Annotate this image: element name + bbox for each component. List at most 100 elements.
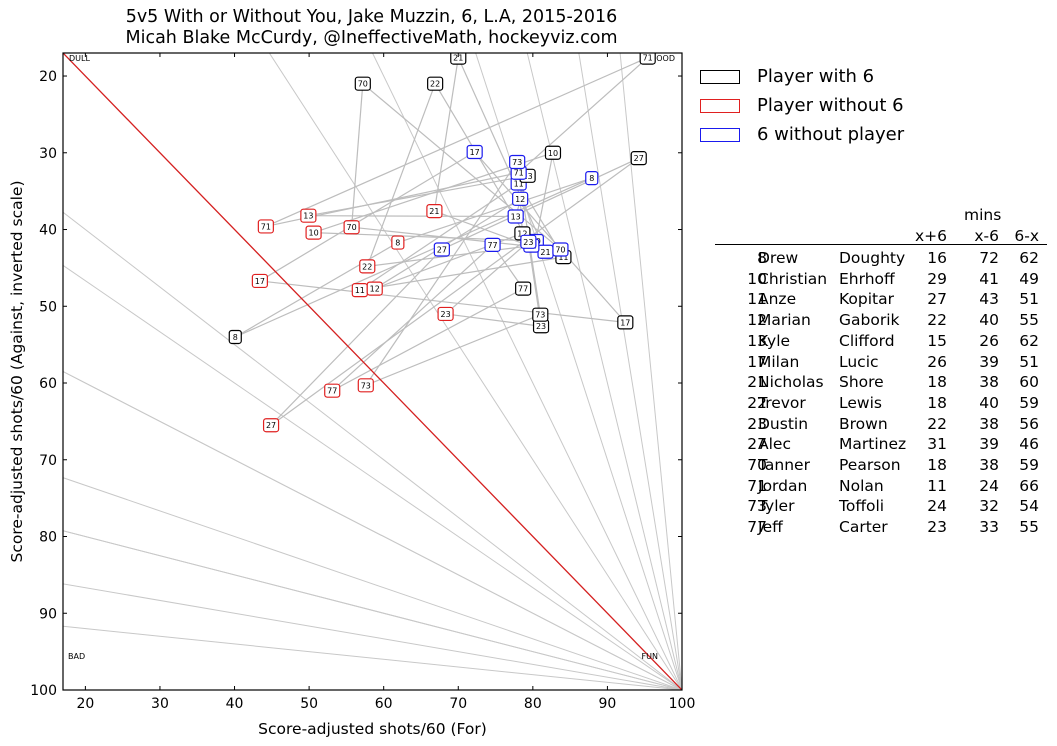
chart-title: 5v5 With or Without You, Jake Muzzin, 6,…	[125, 7, 618, 27]
point-without-21: 21	[426, 203, 443, 219]
point-without-label: 21	[429, 207, 439, 216]
connector-line	[441, 157, 639, 251]
point-without-77: 77	[324, 383, 341, 398]
table-header-with: x+6	[914, 227, 947, 245]
point-with-10: 10	[544, 145, 562, 160]
point-without-box	[437, 306, 454, 322]
point-only-box	[433, 242, 450, 257]
point-with-label: 22	[430, 80, 440, 89]
point-only-box	[512, 191, 529, 206]
point-without-22: 22	[359, 259, 376, 274]
table-cell-num: 71	[747, 476, 767, 495]
legend-swatch-only	[700, 128, 740, 142]
point-with-17: 17	[617, 315, 634, 330]
connector-line	[270, 249, 443, 426]
connector-line	[492, 244, 524, 289]
guide-line	[63, 583, 682, 690]
point-only-label: 71	[514, 169, 524, 178]
point-without-box	[366, 281, 383, 296]
point-with-label: 11	[558, 253, 568, 262]
connector-line	[259, 280, 626, 323]
y-tick-label: 20	[39, 69, 57, 85]
point-only-13: 13	[507, 209, 524, 224]
connector-line	[457, 57, 547, 253]
connector-line	[518, 57, 649, 174]
connector-line	[474, 151, 626, 323]
point-without-label: 77	[327, 387, 337, 396]
table-cell-without: 40	[979, 393, 999, 412]
point-without-70: 70	[343, 220, 360, 235]
table-cell-first: Dustin	[758, 414, 809, 433]
table-cell-last: Clifford	[839, 331, 895, 350]
x-tick-label: 70	[449, 696, 467, 712]
guide-line	[268, 53, 682, 690]
table-cell-num: 10	[747, 269, 767, 288]
x-tick-label: 90	[599, 696, 617, 712]
table-cell-with: 29	[927, 269, 947, 288]
guide-line	[475, 53, 682, 690]
table-cell-only: 51	[1019, 290, 1039, 309]
table-cell-without: 33	[979, 518, 999, 537]
point-only-27: 27	[433, 242, 450, 257]
point-without-8: 8	[391, 235, 405, 250]
guide-line	[63, 530, 682, 690]
table-cell-last: Lucic	[839, 352, 879, 371]
connector-line	[433, 57, 459, 212]
point-with-box	[630, 151, 647, 166]
table-cell-only: 62	[1019, 249, 1039, 267]
table-cell-num: 77	[747, 518, 767, 537]
point-with-71: 71	[639, 53, 656, 65]
table-cell-without: 72	[979, 249, 999, 267]
y-tick-label: 70	[39, 453, 57, 469]
connector-line	[331, 244, 493, 392]
table-cell-last: Martinez	[839, 435, 907, 454]
point-with-22: 22	[427, 76, 444, 91]
point-only-label: 27	[437, 245, 447, 254]
point-with-label: 10	[548, 149, 558, 158]
point-with-8: 8	[228, 329, 242, 345]
point-with-77: 77	[515, 281, 532, 296]
y-axis-label: Score-adjusted shots/60 (Against, invert…	[8, 180, 26, 562]
plot-frame	[62, 52, 683, 691]
point-only-17: 17	[466, 144, 483, 160]
connector-line	[365, 314, 541, 386]
point-only-73: 73	[509, 154, 526, 170]
point-only-label: 13	[511, 212, 521, 221]
point-without-box	[359, 259, 376, 274]
point-only-box	[484, 237, 501, 252]
table-cell-only: 60	[1019, 373, 1039, 392]
point-with-73: 73	[532, 307, 549, 322]
point-only-label: 8	[589, 174, 594, 183]
point-with-label: 23	[536, 322, 546, 331]
table-cell-num: 23	[747, 414, 767, 433]
table-cell-without: 32	[979, 497, 999, 516]
table-cell-first: Tanner	[758, 456, 810, 474]
connector-line	[362, 83, 561, 250]
point-with-box	[515, 281, 532, 296]
y-tick-label: 60	[39, 376, 57, 392]
connector-line	[445, 241, 529, 315]
point-with-box	[354, 76, 371, 91]
guide-line	[63, 264, 682, 690]
point-only-8: 8	[585, 170, 599, 186]
legend-swatch-without	[700, 99, 740, 113]
point-without-11: 11	[351, 283, 368, 298]
point-without-71: 71	[257, 219, 274, 234]
table-cell-last: Nolan	[839, 476, 884, 495]
point-without-label: 8	[395, 239, 400, 248]
x-tick-label: 60	[375, 696, 393, 712]
table-cell-last: Shore	[839, 373, 884, 392]
point-with-27: 27	[630, 151, 647, 166]
point-without-12: 12	[366, 281, 383, 296]
table-cell-num: 8	[757, 249, 767, 267]
guide-line	[526, 53, 682, 690]
y-tick-label: 40	[39, 223, 57, 239]
table-cell-without: 24	[979, 476, 999, 495]
corner-label-bad: BAD	[68, 652, 85, 661]
table-cell-with: 18	[927, 393, 947, 412]
guide-line	[619, 53, 682, 690]
point-only-label: 12	[515, 195, 525, 204]
point-without-label: 17	[255, 277, 265, 286]
table-cell-without: 43	[979, 290, 999, 309]
table-cell-only: 51	[1019, 352, 1039, 371]
